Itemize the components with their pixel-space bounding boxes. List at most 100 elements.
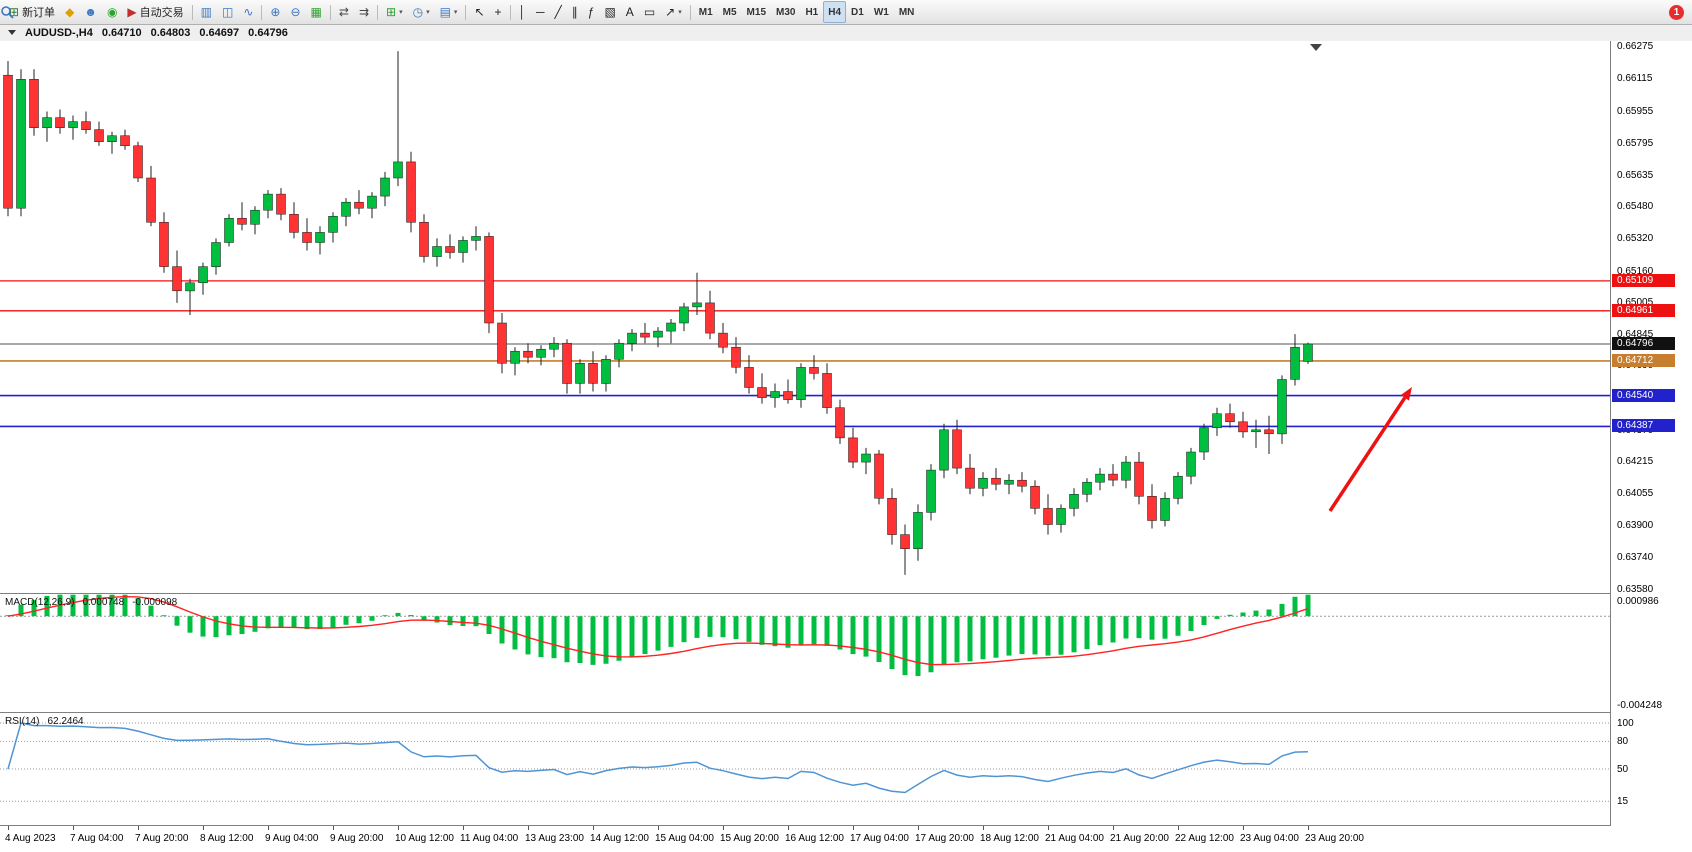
time-axis-label: 15 Aug 04:00 xyxy=(655,833,714,844)
time-axis[interactable]: 4 Aug 2023 7 Aug 04:00 7 Aug 20:00 8 Aug 12… xyxy=(0,826,1692,852)
auto-scroll-button[interactable]: ⇄ xyxy=(334,1,354,23)
arrow-object-icon: ↗ xyxy=(665,5,676,19)
fibonacci-icon: ƒ xyxy=(587,5,595,19)
search-button[interactable] xyxy=(1,1,1664,23)
toolbar-left: ⊞ 新订单 ◆ ☻ ◉ ▶ 自动交易 ▥ ◫ ∿ ⊕ ⊖ ▦ ⇄ ⇉ ⊞ ▾ ◷ ▾ ▤ ▾ ↖ + │ ─ ╱ ∥ ƒ ▧ A ▭ ↗ ▾ M1… xyxy=(4,1,919,23)
periods-button[interactable]: ◷ ▾ xyxy=(408,1,435,23)
timeframe-mn-button-label: MN xyxy=(898,6,915,18)
dropdown-caret-icon: ▾ xyxy=(453,9,458,16)
trendline-button[interactable]: ╱ xyxy=(550,1,567,23)
toolbar-separator xyxy=(261,4,263,20)
timeframe-m5-button[interactable]: M5 xyxy=(718,1,742,23)
line-chart-icon: ∿ xyxy=(243,5,254,19)
zoom-out-button[interactable]: ⊖ xyxy=(285,1,305,23)
timeframe-m1-button-label: M1 xyxy=(698,6,713,18)
ohlc-close: 0.64796 xyxy=(248,26,288,39)
panel-separator[interactable] xyxy=(0,593,1692,594)
panel-separator[interactable] xyxy=(0,712,1692,713)
timeframe-m30-button[interactable]: M30 xyxy=(771,1,800,23)
rsi-label: RSI(14) 62.2464 xyxy=(5,716,84,727)
text-label-button[interactable]: ▭ xyxy=(639,1,660,23)
metaquotes-button[interactable]: ◆ xyxy=(60,1,79,23)
text-button[interactable]: A xyxy=(621,1,639,23)
time-axis-tick-mark xyxy=(593,826,594,830)
vertical-line-button[interactable]: │ xyxy=(514,1,532,23)
timeframe-m5-button-label: M5 xyxy=(722,6,737,18)
indicators-button[interactable]: ⊞ ▾ xyxy=(381,1,408,23)
price-axis[interactable]: 0.66275 0.66115 0.65955 0.65795 0.65635 0.654… xyxy=(1610,41,1692,826)
person-icon: ☻ xyxy=(84,5,97,19)
rsi-axis-tick: 100 xyxy=(1617,718,1634,729)
shapes-button[interactable]: ▧ xyxy=(599,1,620,23)
chart-candles-button[interactable]: ◫ xyxy=(217,1,238,23)
resistance-line-2-tag: 0.64961 xyxy=(1612,304,1675,317)
play-icon: ▶ xyxy=(127,5,137,19)
tile-windows-button[interactable]: ▦ xyxy=(306,1,327,23)
candles-chart-icon: ◫ xyxy=(222,5,234,19)
ohlc-high: 0.64803 xyxy=(150,26,191,39)
timeframe-w1-button-label: W1 xyxy=(873,6,889,18)
timeframe-m15-button-label: M15 xyxy=(746,6,766,18)
timeframe-mn-button[interactable]: MN xyxy=(894,1,920,23)
time-axis-tick-mark xyxy=(983,826,984,830)
rsi-plot[interactable] xyxy=(0,713,1610,825)
time-axis-tick-mark xyxy=(138,826,139,830)
indicators-icon: ⊞ xyxy=(386,5,397,19)
dropdown-caret-icon: ▾ xyxy=(399,9,403,16)
channel-button[interactable]: ∥ xyxy=(567,1,583,23)
chart-line-button[interactable]: ∿ xyxy=(238,1,258,23)
notification-badge[interactable]: 1 xyxy=(1669,4,1684,20)
horizontal-line-button[interactable]: ─ xyxy=(531,1,550,23)
chart-bars-button[interactable]: ▥ xyxy=(196,1,217,23)
crosshair-button[interactable]: + xyxy=(490,1,507,23)
price-axis-tick: 0.65635 xyxy=(1617,170,1654,181)
macd-plot[interactable] xyxy=(0,594,1610,712)
time-axis-label: 9 Aug 04:00 xyxy=(265,833,319,844)
label-icon: ▭ xyxy=(643,5,656,19)
gem-icon: ◆ xyxy=(65,5,75,19)
toolbar-right: 1 xyxy=(1,1,1688,23)
price-axis-tick: 0.65005 xyxy=(1617,297,1654,308)
time-axis-label: 7 Aug 04:00 xyxy=(70,833,124,844)
clock-icon: ◷ xyxy=(412,5,424,19)
templates-button[interactable]: ▤ ▾ xyxy=(435,1,463,23)
time-axis-tick-mark xyxy=(788,826,789,830)
support-line-1-tag: 0.64540 xyxy=(1612,389,1675,402)
ohlc-low: 0.64697 xyxy=(199,26,240,39)
chart-shift-marker[interactable] xyxy=(1310,44,1322,51)
arrows-button[interactable]: ↗ ▾ xyxy=(660,1,687,23)
new-order-button[interactable]: ⊞ 新订单 xyxy=(4,1,60,23)
chart-symbol-period: AUDUSD-,H4 xyxy=(25,26,93,39)
time-axis-label: 17 Aug 04:00 xyxy=(850,833,909,844)
timeframe-w1-button[interactable]: W1 xyxy=(869,1,894,23)
time-axis-label: 15 Aug 20:00 xyxy=(720,833,779,844)
panel-separator[interactable] xyxy=(0,825,1692,826)
timeframe-d1-button[interactable]: D1 xyxy=(846,1,869,23)
timeframe-m30-button-label: M30 xyxy=(776,6,796,18)
main-plot[interactable] xyxy=(0,41,1610,593)
connection-button[interactable]: ◉ xyxy=(102,1,122,23)
timeframe-h1-button[interactable]: H1 xyxy=(800,1,823,23)
fibonacci-button[interactable]: ƒ xyxy=(583,1,600,23)
dropdown-caret-icon: ▾ xyxy=(426,9,430,16)
autotrading-button-label: 自动交易 xyxy=(139,7,184,19)
autotrading-button[interactable]: ▶ 自动交易 xyxy=(122,1,188,23)
macd-axis-tick: 0.000986 xyxy=(1617,596,1659,607)
timeframe-m15-button[interactable]: M15 xyxy=(742,1,771,23)
chart-shift-button[interactable]: ⇉ xyxy=(354,1,374,23)
support-line-2-tag: 0.64387 xyxy=(1612,419,1675,432)
timeframe-m1-button[interactable]: M1 xyxy=(694,1,718,23)
chart-title-bar: AUDUSD-,H4 0.64710 0.64803 0.64697 0.647… xyxy=(0,24,1692,42)
timeframe-h4-button[interactable]: H4 xyxy=(823,1,847,23)
timeframe-h1-button-label: H1 xyxy=(805,6,819,18)
cursor-button[interactable]: ↖ xyxy=(469,1,489,23)
window-menu-icon[interactable] xyxy=(8,30,16,35)
channel-icon: ∥ xyxy=(571,5,578,19)
time-axis-label: 4 Aug 2023 xyxy=(5,833,56,844)
rsi-line xyxy=(7,722,1309,794)
community-button[interactable]: ☻ xyxy=(79,1,102,23)
buy-signal-arrow[interactable] xyxy=(1328,387,1412,512)
time-axis-label: 16 Aug 12:00 xyxy=(785,833,844,844)
price-axis-tick: 0.66275 xyxy=(1617,41,1654,52)
zoom-in-button[interactable]: ⊕ xyxy=(265,1,285,23)
